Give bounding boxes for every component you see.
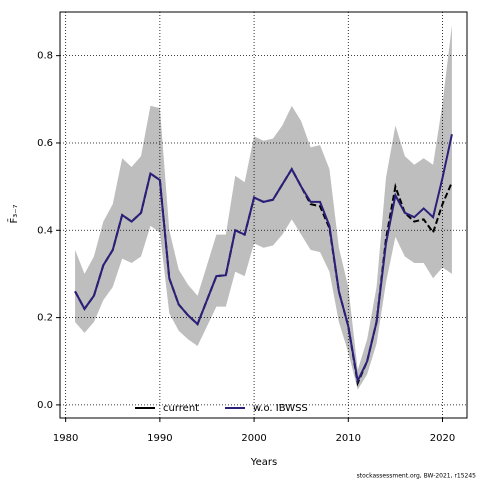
x-tick-label: 2000 <box>241 433 266 444</box>
plot-frame <box>59 11 468 419</box>
y-tick-label: 0.0 <box>37 400 53 411</box>
confidence-band <box>75 25 452 390</box>
y-tick-label: 0.4 <box>37 225 53 236</box>
x-tick-label: 2010 <box>336 433 361 444</box>
y-axis-label: F̄₃₋₇ <box>7 204 20 223</box>
series-line <box>74 134 453 385</box>
x-tick-label: 1980 <box>53 433 78 444</box>
x-tick-label: 1990 <box>147 433 172 444</box>
y-tick-label: 0.6 <box>37 138 53 149</box>
y-tick-label: 0.2 <box>37 313 53 324</box>
x-axis-label: Years <box>250 457 277 468</box>
legend-label: w.o. IBWSS <box>253 403 308 414</box>
x-tick-label: 2020 <box>430 433 455 444</box>
legend-label: current <box>163 403 199 414</box>
y-tick-label: 0.8 <box>37 51 53 62</box>
footnote: stockassessment.org, BW-2021, r15245 <box>357 473 477 480</box>
